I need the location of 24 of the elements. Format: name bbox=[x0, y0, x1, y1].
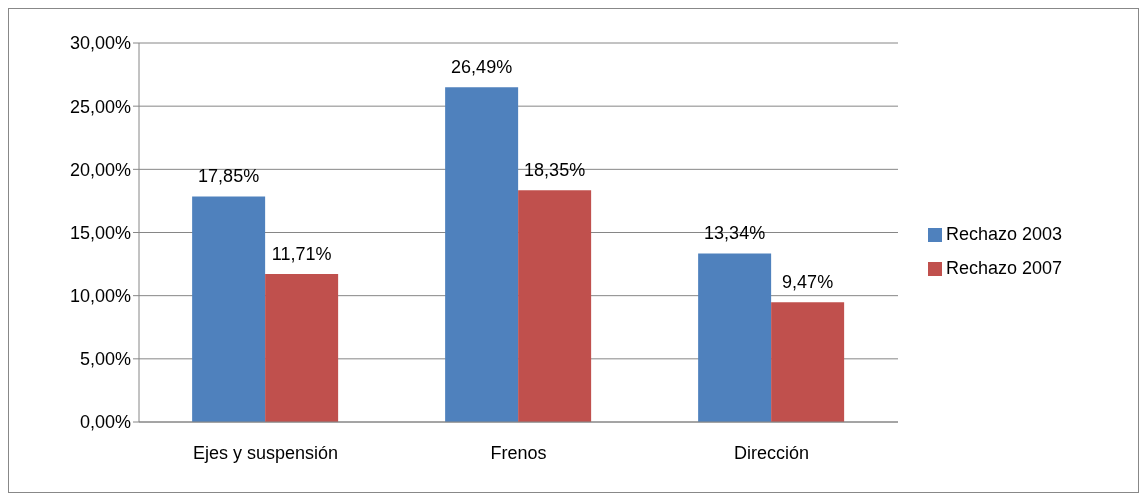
data-label: 9,47% bbox=[782, 272, 834, 293]
y-tick-label: 5,00% bbox=[79, 349, 131, 370]
data-label: 26,49% bbox=[451, 57, 513, 78]
x-tick-label: Frenos bbox=[490, 442, 547, 463]
y-tick-label: 10,00% bbox=[69, 286, 131, 307]
data-label: 13,34% bbox=[704, 223, 766, 244]
x-tick-label: Ejes y suspensión bbox=[192, 442, 339, 463]
bar bbox=[518, 190, 592, 422]
bar bbox=[445, 87, 519, 422]
y-tick-label: 0,00% bbox=[79, 412, 131, 433]
bar bbox=[698, 253, 772, 422]
data-label: 11,71% bbox=[271, 244, 332, 265]
legend-label: Rechazo 2007 bbox=[946, 257, 1063, 278]
bar bbox=[192, 196, 266, 422]
y-tick-label: 30,00% bbox=[69, 33, 131, 54]
data-label: 17,85% bbox=[198, 166, 260, 187]
bar bbox=[771, 302, 845, 422]
bar bbox=[265, 274, 339, 422]
x-tick-label: Dirección bbox=[733, 442, 810, 463]
y-tick-label: 25,00% bbox=[69, 96, 131, 117]
y-tick-label: 15,00% bbox=[69, 222, 131, 243]
legend-label: Rechazo 2003 bbox=[946, 223, 1063, 244]
data-label: 18,35% bbox=[524, 160, 586, 181]
y-tick-label: 20,00% bbox=[69, 159, 131, 180]
